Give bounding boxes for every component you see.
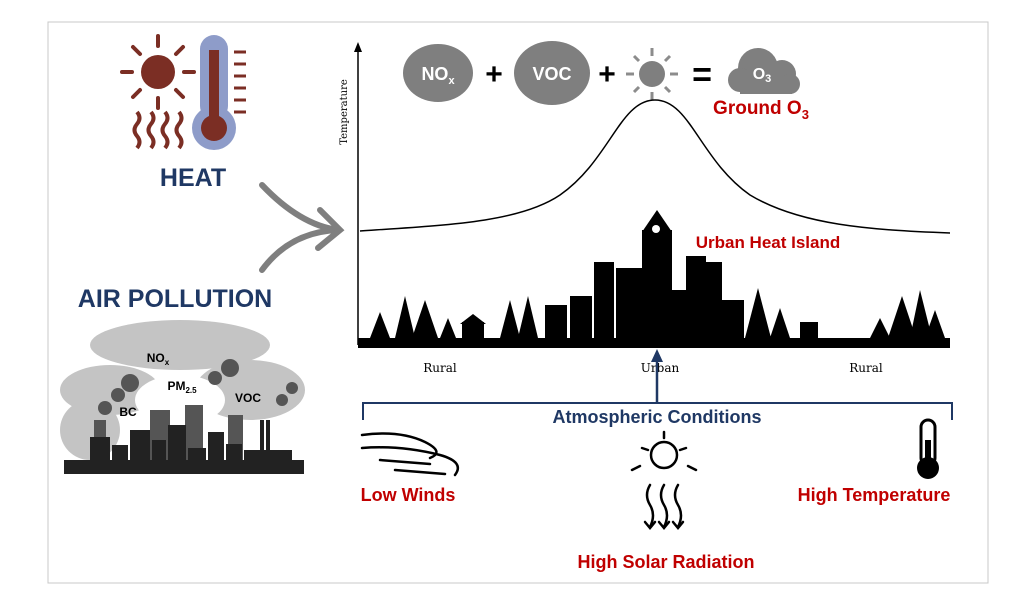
sunlight-icon — [626, 48, 678, 100]
plus-sign: + — [598, 58, 616, 91]
conditions-title: Atmospheric Conditions — [552, 407, 761, 427]
temperature-curve — [359, 99, 951, 234]
heat-label: HEAT — [160, 164, 226, 192]
cloud-icon — [728, 48, 800, 94]
pollutant-voc: VOC — [235, 391, 261, 405]
voc-bubble — [514, 41, 590, 105]
svg-text:O3: O3 — [753, 66, 772, 85]
polluted-city-illustration: NOx PM2.5 BC VOC — [60, 320, 305, 474]
clock-icon — [652, 225, 660, 233]
condition-high-temperature: High Temperature — [798, 485, 951, 505]
temperature-profile: Temperature Urban Heat Island Rural Urba… — [339, 42, 951, 375]
pollutant-nox: NO — [147, 351, 165, 365]
air-pollution-label: AIR POLLUTION — [78, 285, 272, 313]
atmospheric-conditions: Atmospheric Conditions Low Winds High So… — [360, 349, 953, 572]
svg-text:NOx: NOx — [421, 64, 455, 87]
y-axis-arrow-icon — [354, 42, 362, 52]
thermometer-icon — [192, 35, 246, 150]
heat-waves-icon — [132, 110, 184, 150]
x-label-rural-left: Rural — [423, 361, 457, 375]
svg-text:PM2.5: PM2.5 — [167, 379, 197, 395]
merge-arrow-icon — [259, 182, 345, 273]
svg-text:VOC: VOC — [532, 64, 571, 84]
plus-sign: + — [485, 58, 503, 91]
urban-heat-island-label: Urban Heat Island — [696, 233, 841, 252]
ground-ozone-label: Ground O3 — [713, 98, 809, 122]
condition-low-winds: Low Winds — [361, 485, 456, 505]
up-arrow-icon — [651, 349, 663, 362]
equals-sign: = — [692, 56, 712, 94]
pollutant-bc: BC — [119, 405, 137, 419]
ozone-equation: NOx + VOC + = O3 Ground O3 — [403, 41, 809, 122]
condition-high-solar-radiation: High Solar Radiation — [577, 552, 754, 572]
y-axis-label: Temperature — [339, 79, 350, 145]
pollutant-pm: PM — [167, 379, 185, 393]
nox-bubble — [403, 44, 473, 102]
frame — [47, 21, 989, 584]
x-label-urban: Urban — [641, 361, 680, 375]
wind-icon — [360, 432, 460, 477]
x-label-rural-right: Rural — [849, 361, 883, 375]
solar-radiation-icon — [630, 430, 698, 530]
conditions-bracket — [362, 402, 953, 420]
svg-text:NOx: NOx — [147, 351, 170, 367]
city-skyline — [358, 210, 950, 348]
sun-icon — [120, 34, 196, 110]
thermometer-icon — [917, 418, 939, 479]
